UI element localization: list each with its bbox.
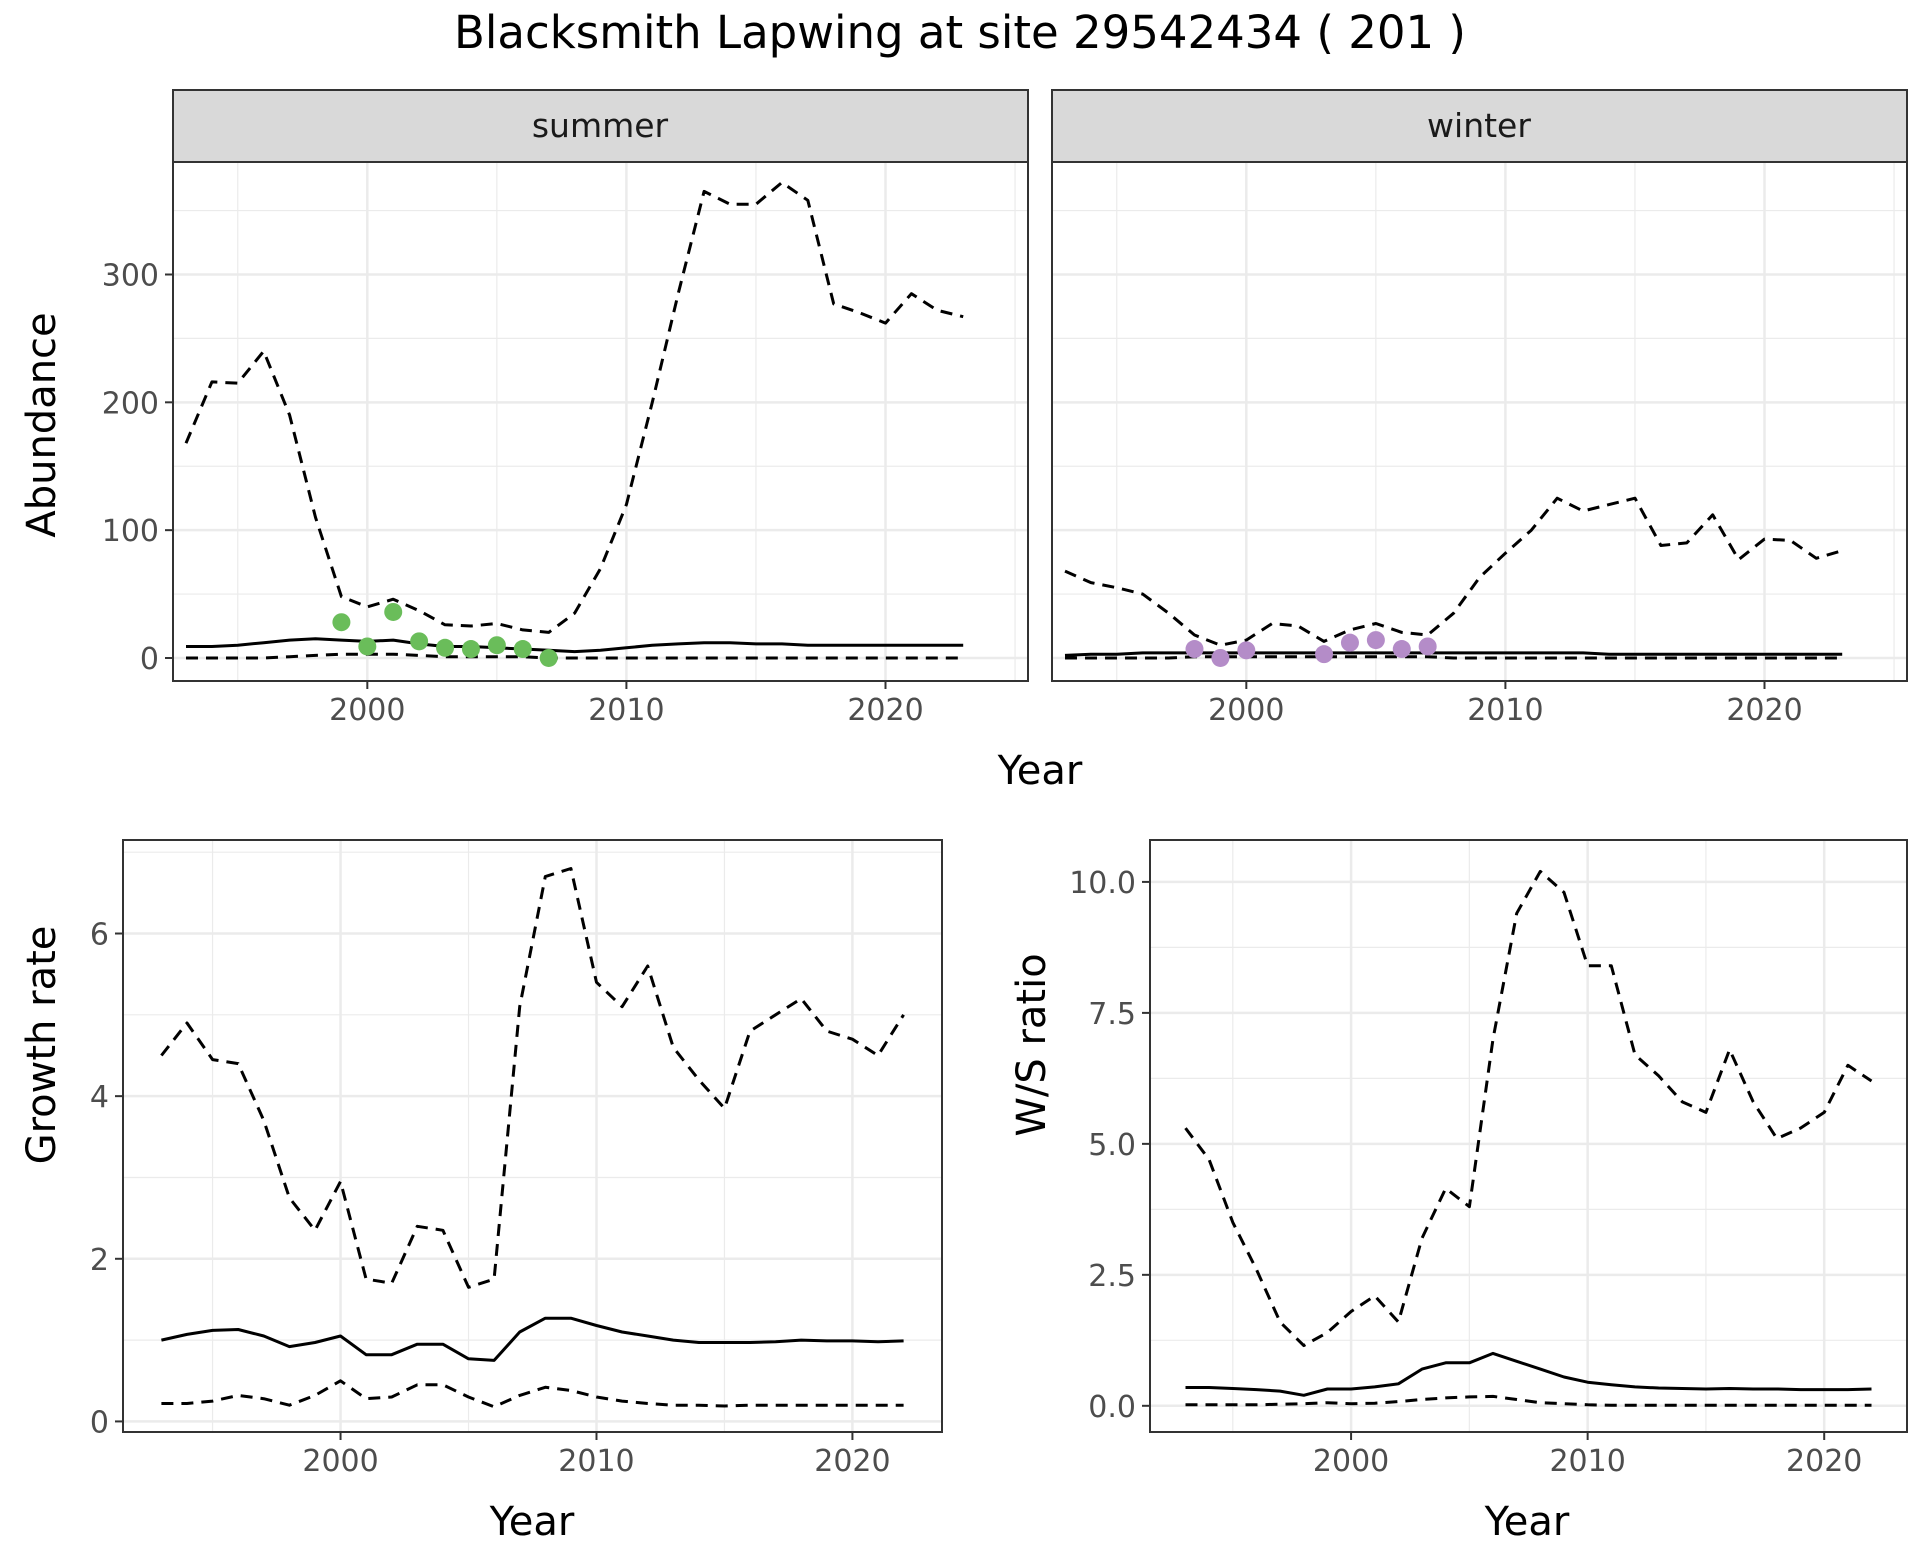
panel-ws-ratio: 2000 2010 2020 0.0 2.5 5.0 7.5 10.0 (1069, 839, 1908, 1479)
summer-y-tick-label: 0 (140, 642, 159, 677)
ratio-y-tick-label: 0.0 (1088, 1390, 1136, 1425)
strip-label-summer: summer (532, 106, 669, 145)
growth-series-line-3 (161, 1379, 904, 1409)
winter-data-point (1237, 641, 1256, 660)
ratio-x-tick-label: 2000 (1313, 1444, 1389, 1479)
winter-x-tick-label: 2000 (1208, 693, 1284, 728)
winter-data-point (1340, 633, 1359, 652)
growth-x-tick-label: 2000 (302, 1444, 378, 1479)
strip-label-winter: winter (1427, 106, 1531, 145)
growth-series-line-1 (161, 1316, 904, 1362)
summer-x-tick-label: 2020 (847, 693, 923, 728)
ratio-series-line-3 (1184, 869, 1873, 1348)
growth-panel-border (122, 839, 943, 1433)
winter-plot-background (1052, 162, 1907, 681)
summer-x-tick-label: 2000 (329, 693, 405, 728)
summer-data-point (539, 648, 558, 667)
growth-series-line-2 (160, 867, 905, 1289)
growth-y-tick-label: 0 (90, 1405, 109, 1440)
figure-title: Blacksmith Lapwing at site 29542434 ( 20… (454, 6, 1466, 59)
top-x-axis-title: Year (997, 748, 1083, 794)
panel-summer-abundance: 2000 2010 2020 0 100 200 300 (102, 161, 1029, 728)
summer-data-point (384, 602, 403, 621)
summer-series-line-2 (184, 181, 964, 634)
summer-data-point (410, 632, 429, 651)
ratio-series-line-1 (1185, 1351, 1872, 1397)
panel-growth-rate: 2000 2010 2020 0 2 4 6 (90, 839, 943, 1479)
summer-panel-border (172, 161, 1029, 682)
top-y-axis-title: Abundance (19, 312, 65, 537)
winter-x-tick-label: 2010 (1467, 693, 1543, 728)
summer-data-point (436, 638, 455, 657)
strip-summer (172, 89, 1029, 163)
growth-y-axis-title: Growth rate (19, 926, 65, 1165)
ratio-y-tick-label: 2.5 (1088, 1259, 1136, 1294)
strip-winter (1051, 89, 1908, 163)
ratio-y-axis-title: W/S ratio (1009, 953, 1055, 1136)
summer-y-tick-label: 100 (102, 514, 159, 549)
summer-plot-background (173, 162, 1028, 681)
ratio-x-tick-label: 2010 (1549, 1444, 1625, 1479)
ratio-plot-background (1150, 840, 1907, 1432)
winter-data-point (1185, 640, 1204, 659)
winter-data-point (1211, 648, 1230, 667)
ratio-y-tick-label: 5.0 (1088, 1128, 1136, 1163)
panel-winter-abundance: 2000 2010 2020 (1051, 161, 1908, 728)
growth-plot-background (123, 840, 942, 1432)
growth-x-axis-title: Year (489, 1499, 575, 1545)
winter-data-point (1392, 640, 1411, 659)
summer-y-tick-label: 300 (102, 258, 159, 293)
ratio-y-tick-label: 7.5 (1088, 997, 1136, 1032)
ratio-panel-border (1149, 839, 1908, 1433)
ratio-x-tick-label: 2020 (1786, 1444, 1862, 1479)
winter-data-point (1315, 645, 1334, 664)
summer-series-line-3 (186, 652, 964, 660)
summer-data-point (358, 637, 377, 656)
summer-data-point (461, 640, 480, 659)
ratio-x-axis-title: Year (1484, 1499, 1570, 1545)
growth-y-tick-label: 4 (90, 1080, 109, 1115)
growth-x-tick-label: 2020 (814, 1444, 890, 1479)
growth-y-tick-label: 2 (90, 1243, 109, 1278)
winter-panel-border (1051, 161, 1908, 682)
summer-series-line-1 (186, 637, 964, 654)
winter-data-point (1366, 631, 1385, 650)
summer-data-point (487, 636, 506, 655)
summer-y-tick-label: 200 (102, 386, 159, 421)
winter-data-point (1418, 637, 1437, 656)
summer-x-tick-label: 2010 (588, 693, 664, 728)
winter-x-tick-label: 2020 (1726, 693, 1802, 728)
growth-y-tick-label: 6 (90, 918, 109, 953)
ratio-series-line-2 (1185, 1394, 1872, 1407)
growth-x-tick-label: 2010 (558, 1444, 634, 1479)
winter-series-line-2 (1064, 496, 1843, 647)
summer-data-point (332, 613, 351, 632)
summer-data-point (513, 640, 532, 659)
ratio-y-tick-label: 10.0 (1069, 866, 1136, 901)
